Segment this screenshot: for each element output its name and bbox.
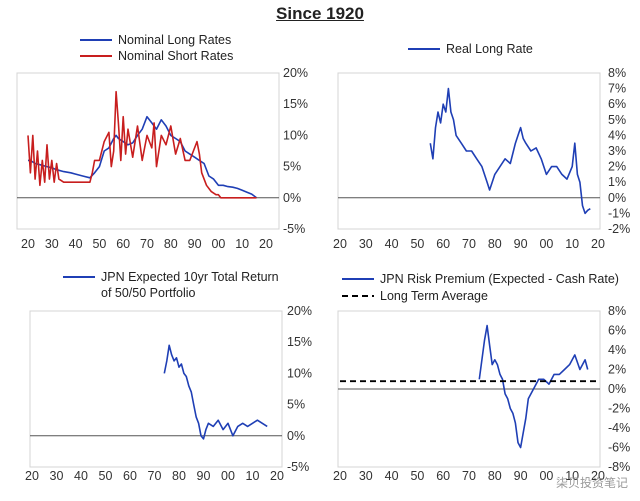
series-line-1 bbox=[429, 87, 591, 215]
x-tick-label: 50 bbox=[410, 469, 424, 483]
x-tick-label: 60 bbox=[436, 237, 450, 251]
x-tick-label: 20 bbox=[270, 469, 284, 483]
x-tick-label: 00 bbox=[539, 237, 553, 251]
chart-frame bbox=[29, 310, 283, 468]
x-tick-label: 80 bbox=[164, 237, 178, 251]
x-tick-label: 50 bbox=[410, 237, 424, 251]
x-tick-label: 00 bbox=[211, 237, 225, 251]
x-tick-label: 10 bbox=[565, 237, 579, 251]
x-tick-label: 00 bbox=[221, 469, 235, 483]
y-tick-label: 8% bbox=[608, 304, 626, 318]
y-tick-label: -5% bbox=[287, 460, 309, 474]
y-tick-label: 3% bbox=[608, 144, 626, 158]
x-tick-label: 20 bbox=[25, 469, 39, 483]
y-tick-label: 0% bbox=[287, 429, 305, 443]
x-tick-label: 60 bbox=[123, 469, 137, 483]
y-tick-label: -8% bbox=[608, 460, 630, 474]
legend-label: Nominal Short Rates bbox=[118, 49, 233, 63]
y-tick-label: 10% bbox=[287, 366, 312, 380]
legend-label: of 50/50 Portfolio bbox=[101, 286, 196, 300]
x-tick-label: 20 bbox=[591, 237, 605, 251]
y-tick-label: 4% bbox=[608, 343, 626, 357]
legend-label: Real Long Rate bbox=[446, 42, 533, 56]
x-tick-label: 90 bbox=[197, 469, 211, 483]
series-line-1 bbox=[163, 344, 268, 440]
y-tick-label: -5% bbox=[283, 222, 305, 236]
x-tick-label: 30 bbox=[359, 469, 373, 483]
y-tick-label: -2% bbox=[608, 222, 630, 236]
series-line-1 bbox=[478, 324, 589, 449]
y-tick-label: 6% bbox=[608, 97, 626, 111]
x-tick-label: 50 bbox=[92, 237, 106, 251]
y-tick-label: 10% bbox=[283, 128, 308, 142]
x-tick-label: 70 bbox=[148, 469, 162, 483]
x-tick-label: 50 bbox=[99, 469, 113, 483]
x-tick-label: 40 bbox=[69, 237, 83, 251]
x-tick-label: 70 bbox=[462, 237, 476, 251]
x-tick-label: 70 bbox=[140, 237, 154, 251]
series-line-2 bbox=[27, 90, 257, 199]
y-tick-label: 5% bbox=[608, 113, 626, 127]
page-title: Since 1920 bbox=[276, 4, 364, 23]
x-tick-label: 20 bbox=[591, 469, 605, 483]
y-tick-label: -4% bbox=[608, 421, 630, 435]
y-tick-label: 0% bbox=[608, 382, 626, 396]
chart-frame bbox=[16, 72, 280, 230]
y-tick-label: -2% bbox=[608, 402, 630, 416]
y-tick-label: 4% bbox=[608, 128, 626, 142]
chart-panel-4: 8%6%4%2%0%-2%-4%-6%-8%20 30 40 50 60 70 80 90 00… bbox=[333, 272, 630, 483]
x-tick-label: 90 bbox=[514, 237, 528, 251]
series-line-1 bbox=[28, 115, 257, 199]
y-tick-label: 2% bbox=[608, 363, 626, 377]
x-tick-label: 20 bbox=[259, 237, 273, 251]
x-tick-label: 70 bbox=[462, 469, 476, 483]
x-tick-label: 20 bbox=[21, 237, 35, 251]
y-tick-label: -1% bbox=[608, 206, 630, 220]
x-tick-label: 90 bbox=[188, 237, 202, 251]
x-tick-label: 40 bbox=[385, 469, 399, 483]
chart-frame bbox=[337, 72, 601, 230]
chart-panel-3: 20%15%10%5%0%-5%20 30 40 50 60 70 80 90 00 10 20JP… bbox=[25, 270, 312, 483]
x-tick-label: 10 bbox=[235, 237, 249, 251]
x-tick-label: 80 bbox=[488, 237, 502, 251]
x-tick-label: 30 bbox=[45, 237, 59, 251]
x-tick-label: 80 bbox=[488, 469, 502, 483]
y-tick-label: 5% bbox=[283, 160, 301, 174]
x-tick-label: 60 bbox=[116, 237, 130, 251]
x-tick-label: 90 bbox=[514, 469, 528, 483]
y-tick-label: 0% bbox=[608, 191, 626, 205]
legend-label: Nominal Long Rates bbox=[118, 33, 231, 47]
y-tick-label: 15% bbox=[287, 335, 312, 349]
y-tick-label: 20% bbox=[287, 304, 312, 318]
y-tick-label: 5% bbox=[287, 398, 305, 412]
x-tick-label: 40 bbox=[385, 237, 399, 251]
y-tick-label: 6% bbox=[608, 324, 626, 338]
x-tick-label: 20 bbox=[333, 237, 347, 251]
x-tick-label: 20 bbox=[333, 469, 347, 483]
y-tick-label: 15% bbox=[283, 97, 308, 111]
y-tick-label: 0% bbox=[283, 191, 301, 205]
y-tick-label: 7% bbox=[608, 82, 626, 96]
x-tick-label: 30 bbox=[359, 237, 373, 251]
x-tick-label: 10 bbox=[565, 469, 579, 483]
x-tick-label: 30 bbox=[50, 469, 64, 483]
watermark-text: 柒贝投资笔记 bbox=[555, 476, 628, 490]
y-tick-label: -6% bbox=[608, 441, 630, 455]
x-tick-label: 40 bbox=[74, 469, 88, 483]
x-tick-label: 00 bbox=[539, 469, 553, 483]
legend-label: JPN Risk Premium (Expected - Cash Rate) bbox=[380, 272, 619, 286]
legend-label: Long Term Average bbox=[380, 289, 488, 303]
y-tick-label: 2% bbox=[608, 160, 626, 174]
x-tick-label: 60 bbox=[436, 469, 450, 483]
legend-label: JPN Expected 10yr Total Return bbox=[101, 270, 279, 284]
chart-panel-2: 8%7%6%5%4%3%2%1%0%-1%-2%20 30 40 50 60 70 80 90… bbox=[333, 42, 630, 251]
chart-panel-1: 20% 15% 10% 5% 0% -5% 20 30 40 50 60 70 80 90 00 10 20 No… bbox=[16, 33, 308, 251]
x-tick-label: 80 bbox=[172, 469, 186, 483]
x-tick-label: 10 bbox=[246, 469, 260, 483]
y-tick-label: 8% bbox=[608, 66, 626, 80]
y-tick-label: 20% bbox=[283, 66, 308, 80]
y-tick-label: 1% bbox=[608, 175, 626, 189]
